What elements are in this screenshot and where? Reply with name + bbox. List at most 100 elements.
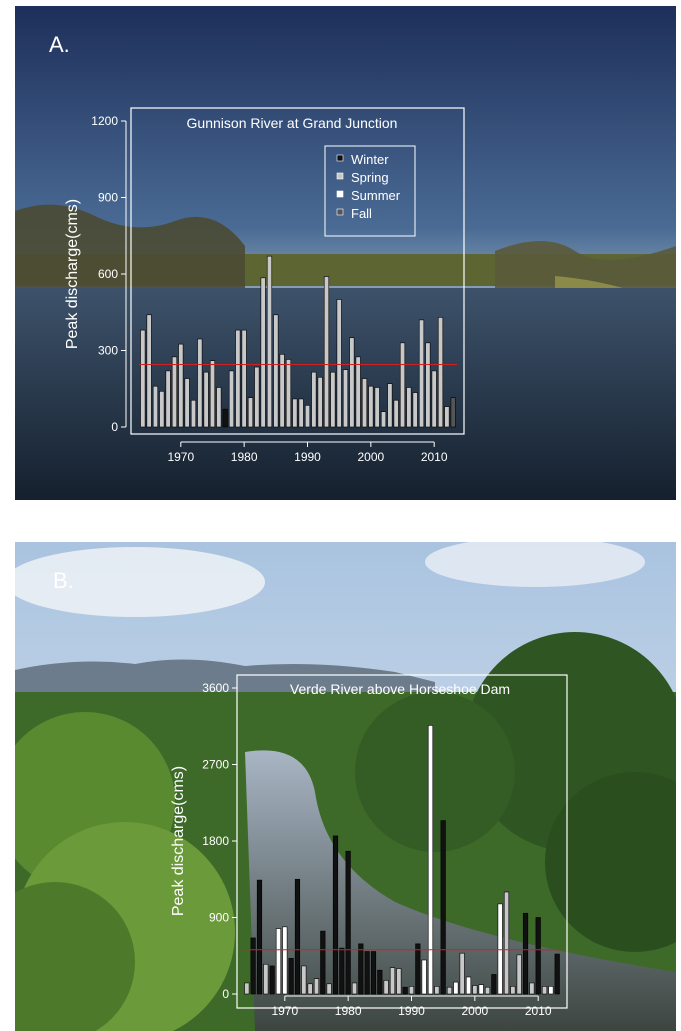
y-tick-label: 1200: [91, 114, 118, 128]
bar: [235, 329, 241, 428]
bar: [320, 930, 326, 995]
bar: [349, 337, 355, 428]
bar: [418, 319, 425, 428]
bar: [332, 835, 339, 995]
bar: [311, 371, 317, 428]
bar: [254, 366, 260, 428]
bar: [491, 974, 497, 995]
bar: [358, 943, 364, 995]
bar: [222, 408, 228, 428]
x-tick-label: 2010: [421, 450, 448, 464]
bar: [152, 385, 159, 428]
chart-frame: [130, 107, 465, 435]
panel-letter: B.: [53, 568, 74, 593]
panel-b-background: [15, 542, 676, 1031]
bar: [399, 342, 406, 428]
bar: [190, 399, 197, 428]
bar: [307, 983, 313, 995]
bar: [275, 928, 282, 995]
bar: [427, 725, 434, 995]
bar: [342, 369, 349, 428]
bar: [345, 850, 351, 995]
bar: [250, 937, 256, 995]
x-tick-label: 1980: [335, 1004, 362, 1018]
bar: [465, 976, 472, 995]
bar: [313, 978, 320, 995]
bar: [472, 985, 478, 995]
bar: [383, 980, 389, 995]
bar: [339, 947, 345, 995]
bar: [377, 969, 383, 995]
bar: [228, 370, 235, 428]
bar: [389, 967, 396, 995]
bar: [269, 965, 275, 995]
bar: [171, 356, 178, 428]
legend-swatch: [336, 172, 344, 180]
bar: [326, 983, 332, 995]
bar: [241, 329, 247, 428]
bar: [282, 926, 288, 995]
y-axis-label: Peak discharge(cms): [170, 766, 187, 916]
chart-title: Gunnison River at Grand Junction: [187, 115, 398, 131]
bar: [529, 982, 535, 995]
bar: [351, 982, 358, 995]
bar: [497, 903, 503, 995]
bar: [440, 820, 446, 995]
bar: [431, 370, 437, 428]
bar: [184, 378, 190, 428]
bar: [159, 390, 165, 428]
bar: [323, 276, 330, 428]
bar: [364, 951, 370, 995]
bar: [368, 385, 374, 428]
bar: [247, 397, 254, 428]
bar: [209, 360, 216, 428]
bar: [374, 387, 380, 428]
legend-label: Spring: [351, 170, 389, 185]
bar: [453, 981, 459, 995]
bar: [370, 951, 377, 995]
x-tick-label: 2000: [461, 1004, 488, 1018]
legend-box: [324, 145, 416, 237]
y-axis-label: Peak discharge(cms): [64, 199, 81, 349]
panel-a-background: [15, 6, 676, 500]
bar: [421, 959, 427, 995]
legend: Winter Spring Summer Fall: [324, 145, 416, 237]
bar: [197, 338, 203, 428]
bar: [336, 299, 342, 428]
bar: [459, 952, 465, 995]
bar: [446, 986, 453, 995]
legend-swatch: [336, 208, 344, 216]
legend-label: Fall: [351, 206, 372, 221]
legend-swatch: [336, 154, 344, 162]
bar: [541, 986, 548, 995]
bar: [412, 392, 418, 428]
bar: [361, 378, 368, 428]
bar: [437, 317, 444, 428]
bar: [279, 354, 285, 428]
bar: [203, 371, 209, 428]
panel-letter: A.: [49, 32, 70, 57]
bar: [216, 387, 222, 428]
x-tick-label: 1970: [271, 1004, 298, 1018]
x-tick-label: 1980: [231, 450, 258, 464]
bar: [478, 984, 484, 995]
bar: [146, 314, 152, 428]
bar: [554, 953, 560, 995]
bar: [415, 943, 421, 995]
bar: [304, 405, 311, 428]
bar: [402, 986, 408, 995]
bar: [266, 255, 273, 428]
bar: [288, 957, 294, 995]
y-tick-label: 900: [209, 911, 229, 925]
bar: [450, 397, 456, 428]
chart-b: Verde River above Horseshoe Dam Peak disc…: [170, 674, 568, 1018]
bar: [165, 370, 171, 428]
y-tick-label: 600: [98, 267, 118, 281]
bar: [516, 954, 522, 995]
bar: [503, 891, 510, 995]
bar: [140, 329, 146, 428]
y-tick-label: 1800: [202, 834, 229, 848]
bar: [548, 986, 554, 995]
chart-title: Verde River above Horseshoe Dam: [290, 681, 510, 697]
x-tick-label: 1990: [398, 1004, 425, 1018]
